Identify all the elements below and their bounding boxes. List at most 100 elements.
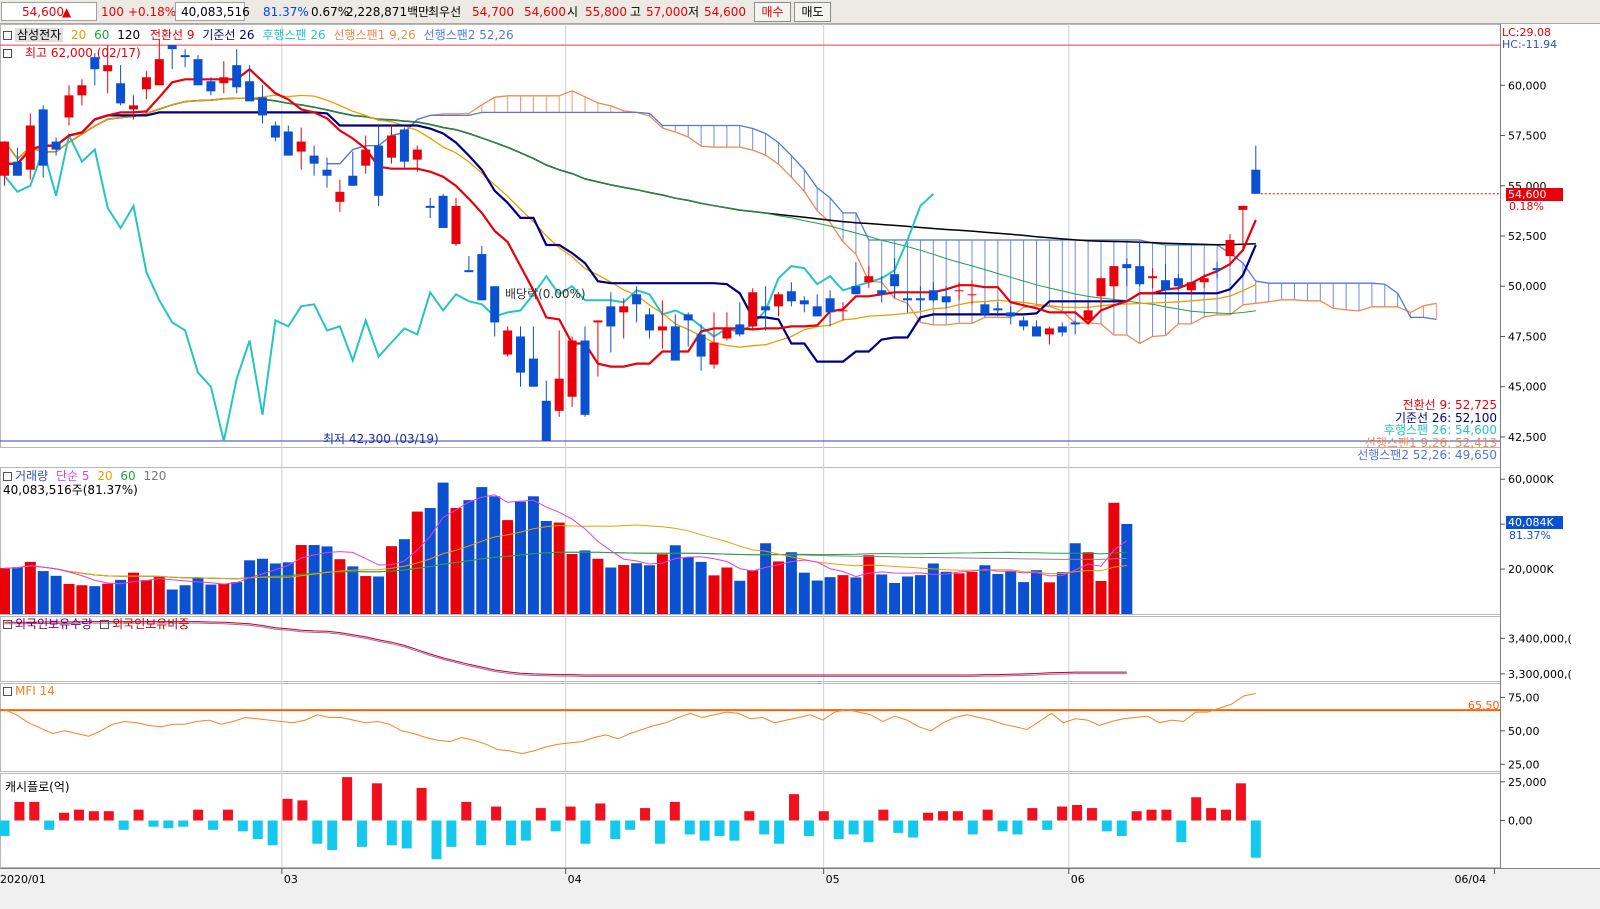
cashflow-bar bbox=[789, 794, 800, 821]
cashflow-bar bbox=[684, 820, 695, 835]
mfi-title: MFI 14 bbox=[15, 684, 55, 698]
candle-body bbox=[399, 129, 409, 162]
checkbox-icon[interactable] bbox=[3, 472, 12, 481]
volume-bar bbox=[502, 520, 514, 614]
volume-bar bbox=[824, 577, 836, 614]
volume-bar bbox=[295, 545, 307, 614]
candle-body bbox=[696, 334, 706, 357]
foreign-legend: 외국인보유수량 외국인보유비중 bbox=[3, 617, 189, 631]
checkbox-icon[interactable] bbox=[3, 620, 12, 629]
candle-body bbox=[1238, 205, 1248, 210]
cashflow-bar bbox=[610, 820, 621, 840]
cashflow-bar bbox=[1101, 820, 1112, 832]
mfi-tick-label: 75,00 bbox=[1508, 691, 1540, 704]
dividend-label: 배당락(0.00%) bbox=[505, 287, 586, 301]
cashflow-bar bbox=[0, 820, 10, 836]
candle-body bbox=[103, 65, 113, 72]
buy-button[interactable]: 매수 bbox=[754, 2, 791, 22]
volume-ma20-legend: 20 bbox=[97, 469, 113, 483]
cashflow-bar bbox=[937, 811, 948, 821]
price-tick-label: 50,000 bbox=[1508, 280, 1547, 293]
volume-tag-text: 40,084K bbox=[1508, 516, 1554, 529]
candle-body bbox=[141, 77, 151, 90]
candle-body bbox=[774, 294, 783, 307]
volume-bar bbox=[373, 576, 385, 614]
volume-bar bbox=[1121, 523, 1133, 614]
candle-body bbox=[967, 294, 977, 296]
volume-ratio: 81.37% bbox=[263, 5, 309, 19]
cashflow-bar bbox=[148, 820, 159, 827]
volume-ma60-legend: 60 bbox=[120, 469, 136, 483]
grid-icon[interactable] bbox=[3, 49, 12, 58]
cashflow-bar bbox=[222, 809, 233, 821]
cashflow-bar bbox=[1161, 809, 1172, 821]
mfi-value: 65.50 bbox=[1468, 699, 1500, 712]
volume-bar bbox=[437, 482, 449, 614]
price-tag-text: 54,600 bbox=[1508, 188, 1547, 201]
checkbox-icon[interactable] bbox=[100, 620, 110, 629]
volume-bar bbox=[450, 507, 462, 614]
candle-body bbox=[657, 326, 667, 331]
candle-body bbox=[812, 306, 822, 317]
cashflow-bar bbox=[1250, 820, 1261, 858]
volume-bar bbox=[347, 566, 359, 614]
cashflow-bar bbox=[699, 820, 710, 841]
volume-bar bbox=[424, 507, 436, 614]
candle-body bbox=[477, 254, 487, 301]
candle-body bbox=[606, 306, 616, 327]
candle-body bbox=[541, 400, 551, 441]
cashflow-layer bbox=[0, 777, 1261, 860]
checkbox-icon[interactable] bbox=[3, 687, 12, 696]
volume-bar bbox=[218, 583, 230, 614]
volume-bar bbox=[992, 574, 1004, 614]
cashflow-bar bbox=[997, 820, 1008, 832]
volume-bar bbox=[386, 546, 397, 614]
volume-bar bbox=[953, 573, 965, 614]
max-price-text: 최고 62,000 (02/17) bbox=[25, 46, 141, 60]
indicator-readout: 전환선 9: 52,725 기준선 26: 52,100 후행스팬 26: 54,6… bbox=[1357, 399, 1497, 462]
stock-chart[interactable]: 2020/01 03 04 05 06 06/04 42,500 45,000 47,500 50… bbox=[0, 24, 1600, 909]
candle-body bbox=[632, 294, 642, 305]
volume-bar bbox=[1005, 570, 1017, 614]
cashflow-bar bbox=[163, 820, 174, 829]
checkbox-icon[interactable] bbox=[3, 31, 12, 40]
cashflow-bar bbox=[446, 820, 457, 847]
sell-button[interactable]: 매도 bbox=[794, 2, 831, 22]
candle-body bbox=[335, 191, 345, 202]
volume-tick-label: 20,000K bbox=[1508, 563, 1554, 576]
cashflow-bar bbox=[759, 820, 770, 835]
candle-body bbox=[1109, 266, 1119, 287]
cashflow-bar bbox=[803, 820, 814, 836]
volume-value: 40,083,516 bbox=[181, 5, 250, 19]
candle-body bbox=[799, 300, 809, 305]
cashflow-bar bbox=[357, 820, 368, 847]
cashflow-bar bbox=[774, 820, 785, 844]
candle-body bbox=[1173, 278, 1183, 287]
volume-bar bbox=[1095, 580, 1107, 614]
cashflow-bar bbox=[967, 820, 978, 835]
volume-bar bbox=[669, 545, 681, 614]
volume-bar bbox=[979, 565, 991, 614]
cashflow-bar bbox=[595, 803, 606, 821]
ma20-line bbox=[3, 94, 1257, 348]
readout-line: 선행스팬1 9,26: 52,413 bbox=[1364, 435, 1497, 450]
foreign-tick-label: 3,400,000,( bbox=[1508, 632, 1572, 645]
volume-bar bbox=[966, 571, 978, 614]
cashflow-bar bbox=[640, 808, 651, 821]
cashflow-bar bbox=[1146, 809, 1157, 821]
best-quote-label: 최우선 bbox=[428, 5, 462, 19]
volume-bar bbox=[837, 575, 849, 614]
cashflow-bar bbox=[550, 820, 561, 832]
candle-body bbox=[1070, 322, 1080, 325]
volume-bar bbox=[631, 563, 643, 614]
volume-tick-label: 60,000K bbox=[1508, 473, 1554, 486]
stock-name: 삼성전자 bbox=[15, 28, 64, 42]
quote-toolbar: 54,600 ▲ 100 +0.18% 40,083,516 81.37% 0.… bbox=[0, 0, 1600, 24]
main-legend: 삼성전자 20 60 120 전환선 9 기준선 26 후행스팬 26 선행스팬… bbox=[3, 28, 514, 42]
cashflow-bar bbox=[952, 811, 963, 821]
candle-body bbox=[283, 131, 293, 156]
cashflow-bar bbox=[1072, 805, 1083, 821]
candle-body bbox=[90, 57, 100, 70]
candle-body bbox=[219, 77, 229, 84]
date-tick-label: 06 bbox=[1071, 873, 1085, 886]
